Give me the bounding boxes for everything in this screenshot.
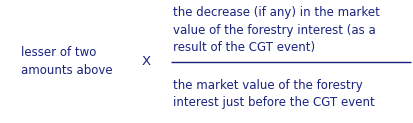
Text: X: X	[142, 55, 151, 68]
Text: lesser of two
amounts above: lesser of two amounts above	[21, 46, 112, 77]
Text: the market value of the forestry
interest just before the CGT event: the market value of the forestry interes…	[173, 79, 375, 109]
Text: the decrease (if any) in the market
value of the forestry interest (as a
result : the decrease (if any) in the market valu…	[173, 6, 380, 54]
